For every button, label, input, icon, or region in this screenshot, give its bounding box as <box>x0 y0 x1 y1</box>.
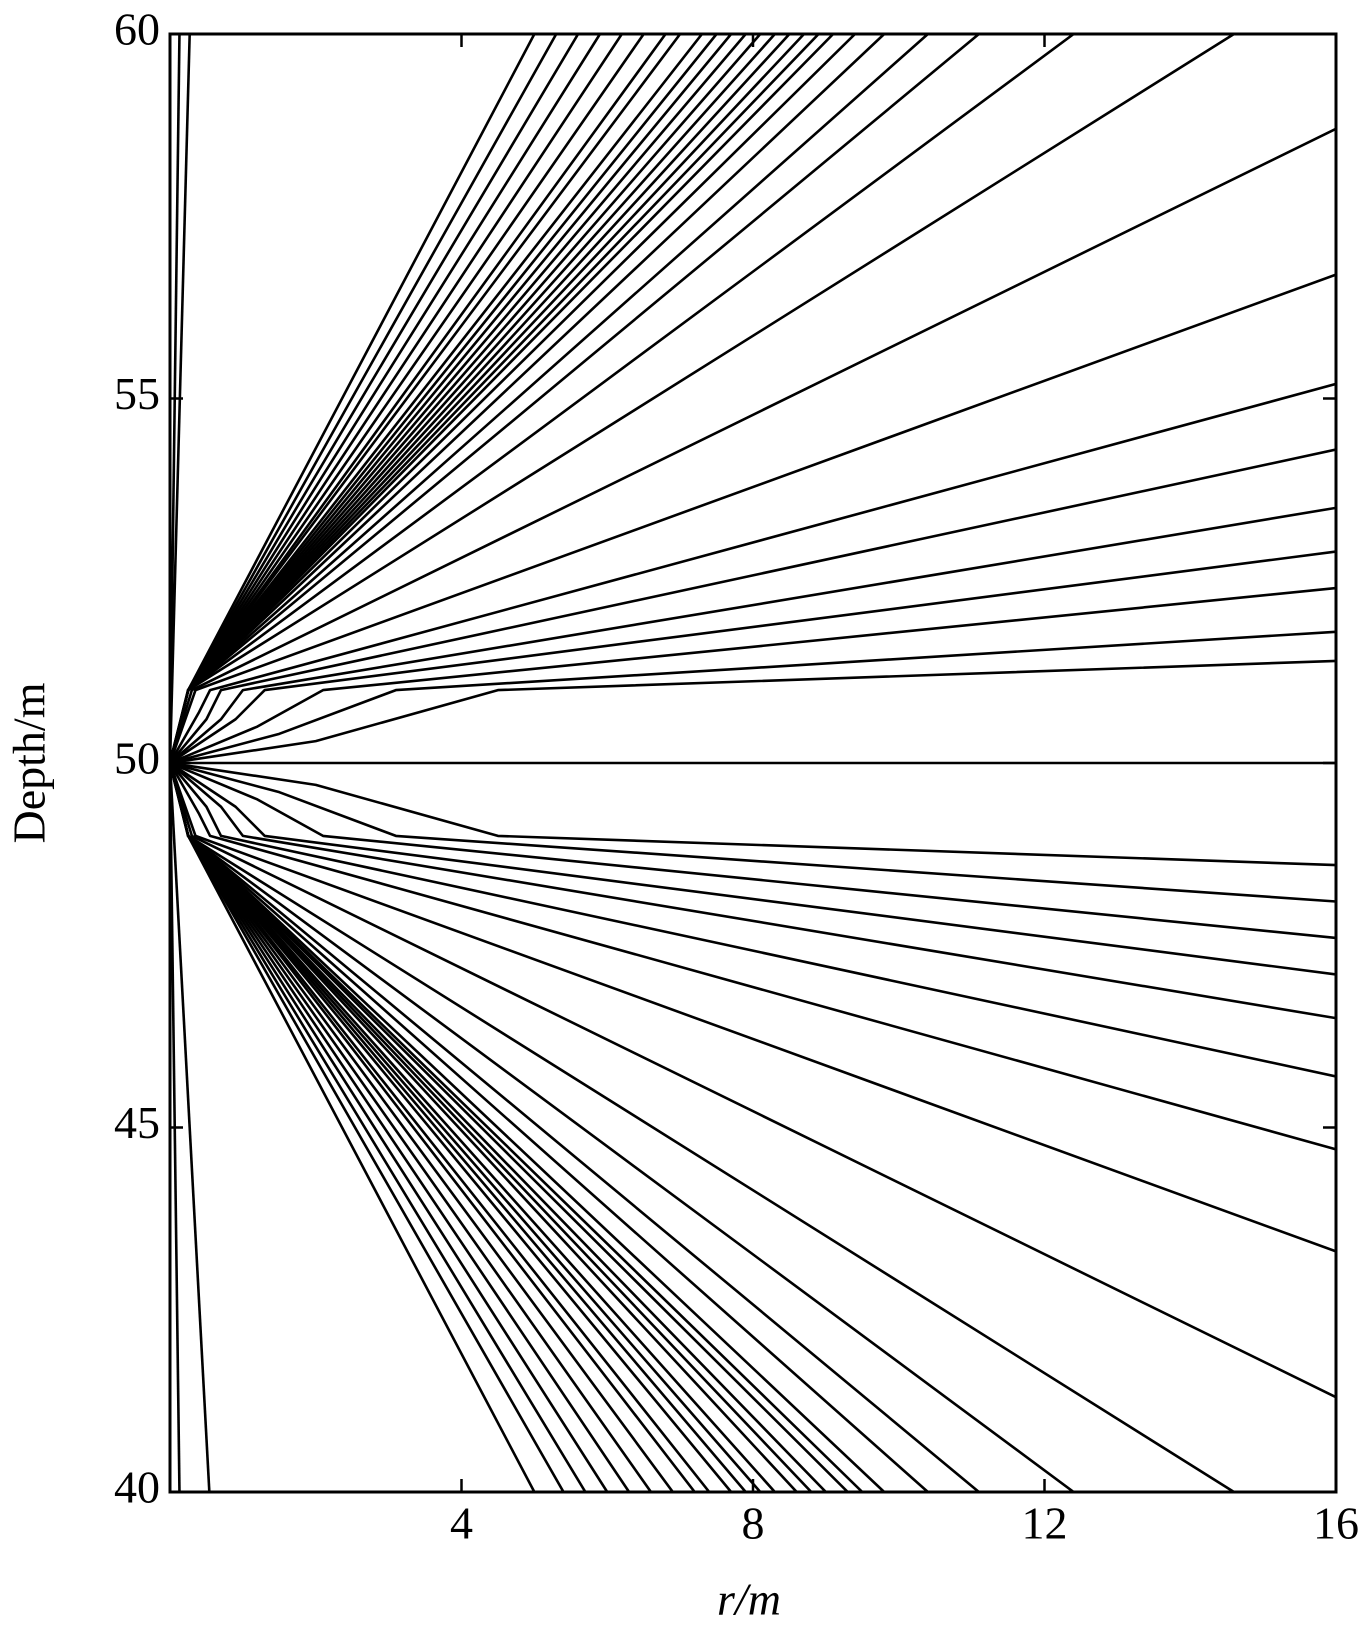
x-tick-label: 4 <box>450 1498 473 1549</box>
line <box>170 761 1336 903</box>
y-tick-label: 45 <box>114 1097 160 1148</box>
line <box>170 34 835 764</box>
y-tick-label: 40 <box>114 1462 160 1513</box>
line <box>170 762 1235 1492</box>
line <box>170 34 886 764</box>
line <box>170 34 1075 764</box>
x-tick-label: 8 <box>742 1498 765 1549</box>
line <box>170 34 536 764</box>
line <box>170 586 1336 765</box>
line <box>170 630 1336 765</box>
line <box>170 762 1336 1151</box>
plot-area <box>170 34 1336 1492</box>
line <box>170 761 1336 976</box>
line <box>170 762 1336 1253</box>
line <box>170 382 1336 764</box>
y-tick-label: 55 <box>114 368 160 419</box>
line <box>170 762 211 1492</box>
line <box>170 659 1336 765</box>
y-tick-label: 50 <box>114 733 160 784</box>
line <box>170 762 849 1492</box>
line <box>170 34 980 764</box>
line <box>170 550 1336 765</box>
y-axis-label: Depth/m <box>4 682 55 843</box>
x-tick-label: 12 <box>1022 1498 1068 1549</box>
line <box>170 762 711 1492</box>
line <box>170 506 1336 764</box>
line <box>170 762 653 1492</box>
x-axis-label: r/m <box>717 1574 781 1625</box>
y-tick-label: 60 <box>114 4 160 55</box>
line <box>170 761 1336 940</box>
line <box>170 762 536 1492</box>
line <box>170 762 1336 1078</box>
line <box>170 448 1336 764</box>
line <box>170 762 886 1492</box>
line <box>170 761 1336 867</box>
x-tick-label: 16 <box>1313 1498 1359 1549</box>
line <box>170 762 1336 1020</box>
